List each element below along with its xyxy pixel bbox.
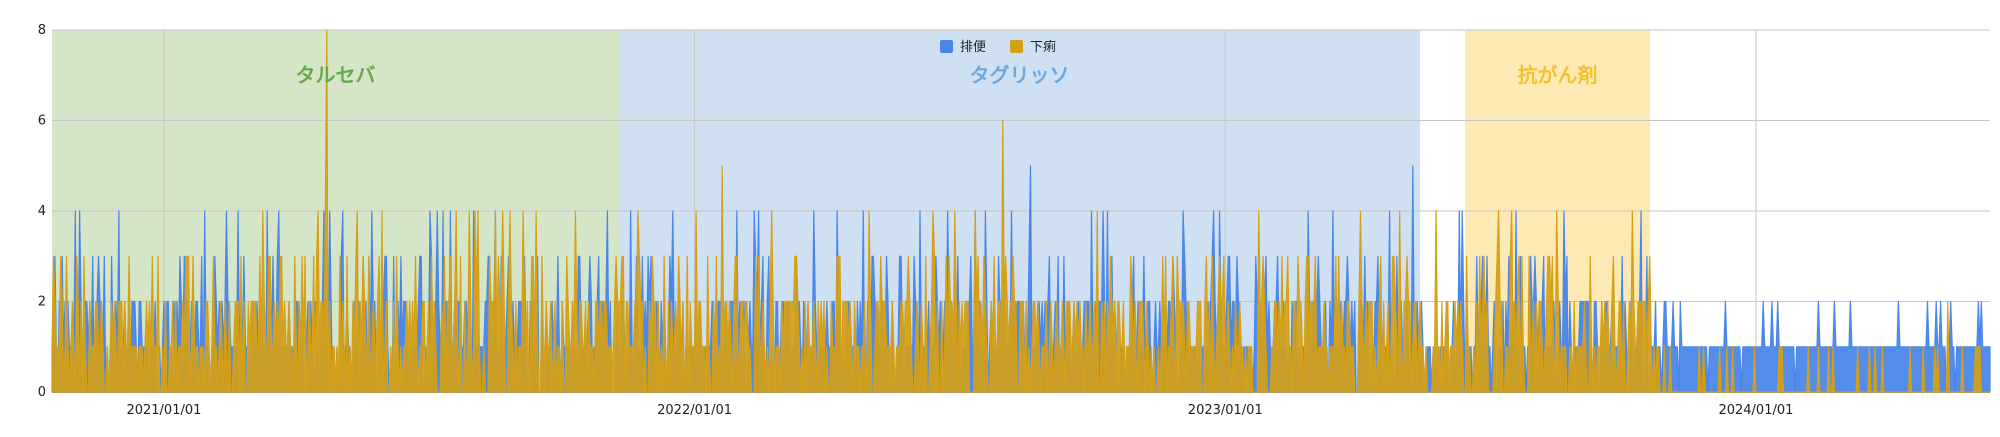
x-tick-label-3: 2024/01/01 [1718,403,1793,418]
regime-label-0: タルセバ [296,63,376,87]
legend-label-1: 下痢 [1030,39,1056,55]
legend-swatch-0 [940,40,953,53]
y-tick-label-3: 6 [38,114,46,129]
x-tick-label-1: 2022/01/01 [657,403,732,418]
x-tick-label-2: 2023/01/01 [1188,403,1263,418]
legend: 排便 下痢 [940,39,1056,55]
regime-label-2: 抗がん剤 [1517,63,1597,87]
axis-layer: 0 2 4 6 8 2021/01/01 2022/01/01 2023/01/01 2024/… [38,23,1794,418]
series-area-geri [51,29,1991,393]
label-layer: タルセバ タグリッソ 抗がん剤 [296,63,1598,87]
x-tick-label-0: 2021/01/01 [126,403,201,418]
legend-label-0: 排便 [960,40,986,55]
series-layer [51,29,1991,393]
y-tick-label-1: 2 [38,295,46,310]
legend-swatch-1 [1010,40,1023,53]
y-tick-label-2: 4 [38,204,46,219]
y-tick-label-4: 8 [38,23,46,38]
regime-label-1: タグリッソ [970,63,1070,87]
y-tick-label-0: 0 [38,385,46,400]
